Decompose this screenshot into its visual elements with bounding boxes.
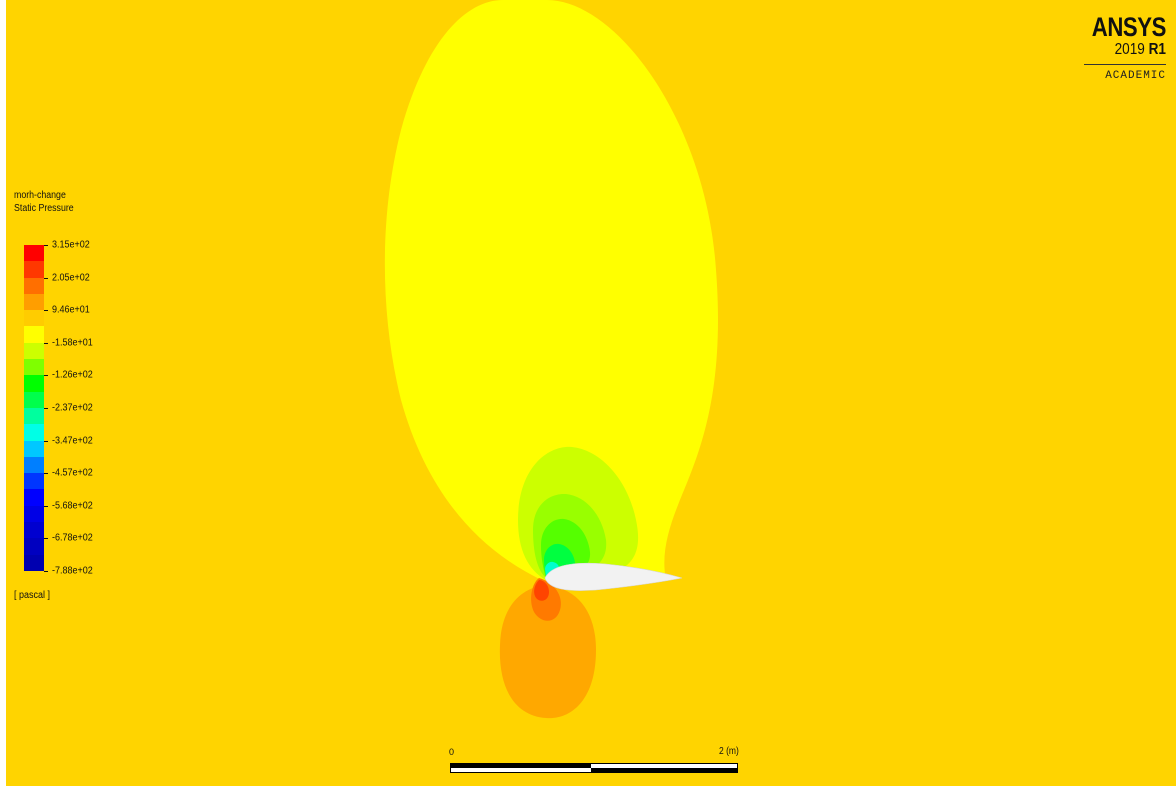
ansys-logo: ANSYS 2019 R1 ACADEMIC: [1062, 14, 1166, 82]
logo-version-year: 2019: [1114, 41, 1145, 58]
contour-upper-lobe: [384, 0, 718, 582]
legend-color-segment: [24, 375, 44, 392]
legend-unit: [ pascal ]: [14, 590, 51, 601]
legend-tick: [44, 342, 48, 344]
legend-color-segment: [24, 456, 44, 474]
logo-version: 2019 R1: [1078, 41, 1166, 59]
legend-case-name: morh-change: [14, 190, 66, 201]
legend-color-segment: [24, 407, 44, 425]
scale-bar-segment-1: [451, 764, 591, 768]
legend-color-segment: [24, 359, 44, 376]
legend-color-segment: [24, 326, 44, 343]
scale-max-label: 2 (m): [719, 746, 739, 757]
scale-bar-segment-2: [591, 768, 737, 772]
legend-tick: [44, 277, 48, 279]
legend-tick-label: -2.37e+02: [52, 402, 93, 414]
logo-divider: [1084, 64, 1166, 65]
pressure-contour-plot[interactable]: [6, 0, 1176, 786]
legend-title: morh-change Static Pressure: [14, 189, 74, 215]
legend-color-segment: [24, 310, 44, 327]
legend-color-segment: [24, 473, 44, 490]
legend-color-segment: [24, 391, 44, 408]
legend-color-segment: [24, 489, 44, 506]
legend-tick-label: -4.57e+02: [52, 467, 93, 479]
legend-color-segment: [24, 440, 44, 457]
logo-edition: ACADEMIC: [1105, 70, 1166, 82]
legend-tick-label: 2.05e+02: [52, 272, 90, 284]
legend-tick: [44, 571, 48, 572]
scale-zero-label: 0: [449, 747, 455, 757]
legend-color-segment: [24, 261, 44, 278]
logo-brand: ANSYS: [1091, 12, 1167, 42]
legend-color-segment: [24, 293, 44, 311]
legend-tick: [44, 245, 48, 246]
logo-version-release: R1: [1148, 41, 1166, 58]
legend-tick-label: -1.58e+01: [52, 337, 93, 349]
legend-color-segment: [24, 424, 44, 441]
graphics-viewport[interactable]: ANSYS 2019 R1 ACADEMIC morh-change Stati…: [6, 0, 1176, 786]
legend-tick-label: 9.46e+01: [52, 304, 90, 316]
legend-tick-label: -7.88e+02: [52, 565, 93, 577]
legend-tick: [44, 538, 48, 540]
contour-lower-lobe: [499, 585, 596, 719]
legend-color-segment: [24, 505, 44, 523]
legend-tick: [44, 473, 48, 475]
airfoil-shape[interactable]: [544, 562, 683, 591]
contour-stagnation-core: [534, 580, 549, 601]
legend-color-segment: [24, 538, 44, 555]
legend-color-segment: [24, 342, 44, 360]
legend-tick: [44, 505, 48, 507]
scale-bar: [450, 763, 738, 773]
legend-tick-label: -5.68e+02: [52, 500, 93, 512]
legend-tick-label: -3.47e+02: [52, 435, 93, 447]
legend-tick-label: 3.15e+02: [52, 239, 90, 251]
legend-tick: [44, 310, 48, 312]
legend-color-segment: [24, 245, 44, 262]
legend-variable: Static Pressure: [14, 203, 74, 214]
legend-tick-label: -1.26e+02: [52, 369, 93, 381]
legend-tick: [44, 440, 48, 442]
legend-colorbar[interactable]: [24, 245, 44, 571]
legend-tick: [44, 375, 48, 377]
legend-color-segment: [24, 554, 44, 571]
legend-color-segment: [24, 522, 44, 539]
legend-color-segment: [24, 277, 44, 294]
legend-tick-label: -6.78e+02: [52, 532, 93, 544]
legend-tick: [44, 408, 48, 409]
